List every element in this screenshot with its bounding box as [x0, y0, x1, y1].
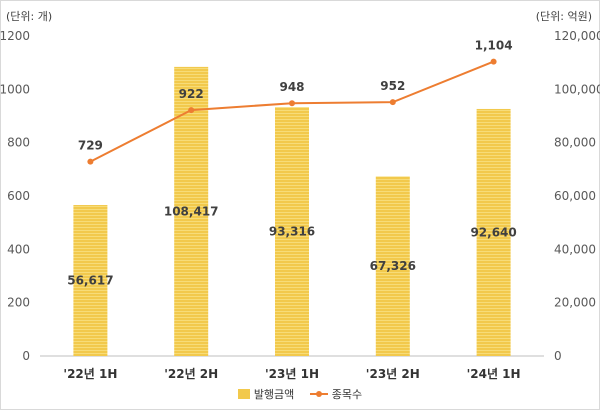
left-tick-label: 200: [7, 296, 30, 310]
line-data-label: 1,104: [475, 39, 513, 53]
combo-chart: 0 200 400 600 800 1000 1200 0 20,000 40,000 60,000…: [0, 29, 600, 380]
legend: 발행금액 종목수: [0, 386, 600, 402]
line-point: [289, 100, 295, 107]
line-point: [188, 107, 195, 114]
bar: [375, 176, 410, 356]
line-data-label: 952: [380, 79, 405, 93]
legend-item-bar: 발행금액: [237, 386, 295, 402]
left-tick-label: 600: [7, 189, 30, 203]
bar-data-label: 108,417: [164, 204, 219, 218]
line-data-label: 948: [279, 80, 304, 94]
right-tick-label: 20,000: [554, 296, 596, 310]
left-tick-label: 0: [22, 349, 30, 363]
left-tick-label: 800: [7, 136, 30, 150]
right-tick-label: 100,000: [554, 82, 600, 96]
left-axis-unit: (단위: 개): [6, 10, 53, 23]
line-data-label: 729: [78, 139, 103, 153]
bar: [476, 108, 511, 357]
category-label: '23년 2H: [366, 367, 420, 380]
legend-label-bar: 발행금액: [253, 388, 295, 401]
legend-item-line: 종목수: [309, 386, 363, 402]
line-data-label: 922: [179, 87, 204, 101]
right-axis-unit: (단위: 억원): [535, 10, 592, 23]
bar: [73, 205, 108, 356]
bar-data-label: 67,326: [370, 259, 416, 273]
line-point: [490, 58, 497, 65]
bar: [275, 107, 309, 356]
right-tick-label: 120,000: [554, 29, 600, 43]
bar-data-label: 92,640: [470, 225, 516, 239]
right-tick-label: 0: [554, 349, 562, 363]
category-label: '22년 2H: [164, 367, 218, 380]
legend-label-line: 종목수: [331, 388, 363, 401]
right-tick-label: 60,000: [554, 189, 596, 203]
right-tick-label: 80,000: [554, 136, 596, 150]
bar-data-label: 56,617: [67, 274, 113, 288]
bar-data-label: 93,316: [269, 225, 315, 239]
left-tick-label: 1000: [0, 82, 30, 96]
line-point: [389, 99, 396, 106]
left-tick-label: 1200: [0, 29, 30, 43]
line-swatch-icon: [309, 389, 328, 399]
category-label: '24년 1H: [467, 367, 521, 380]
left-tick-label: 400: [7, 242, 30, 256]
line-point: [87, 158, 94, 165]
category-label: '23년 1H: [265, 367, 319, 380]
bar-swatch-icon: [237, 389, 250, 399]
category-label: '22년 1H: [63, 367, 117, 380]
right-tick-label: 40,000: [554, 242, 596, 256]
